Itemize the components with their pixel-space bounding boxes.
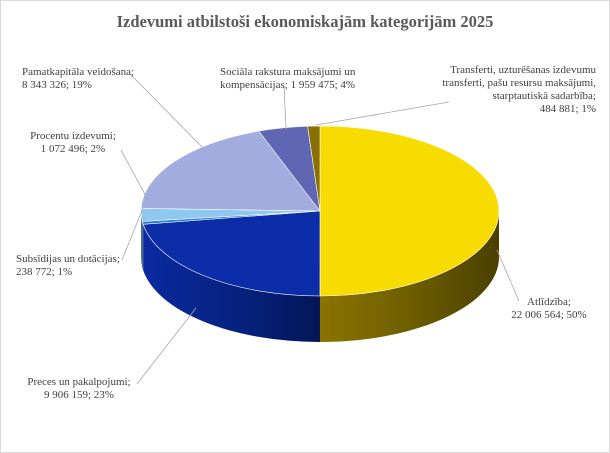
pie-slice-1 [142,210,321,297]
label-transferti: Transferti, uzturēšanas izdevumu transfe… [442,64,596,115]
pie-slices [140,125,500,297]
label-subsidijas: Subsīdijas un dotācijas; 238 772; 1% [16,253,120,278]
pie-slice-6 [307,125,321,212]
pie-sides [141,211,499,342]
pie-slice-0 [319,125,500,297]
label-procentu: Procentu izdevumi; 1 072 496; 2% [30,130,116,155]
pie-side-1 [143,224,320,342]
leader-line-4 [121,207,144,261]
leader-line-5 [136,307,197,385]
pie-side-0 [319,211,499,342]
label-atlidziba: Atlīdzība; 22 006 564; 50% [511,296,587,321]
chart-title: Izdevumi atbilstoši ekonomiskajām katego… [116,12,494,31]
label-pamatkapitala: Pamatkapitāla veidošana; 8 343 326; 19% [22,66,135,91]
leader-line-1 [283,85,287,131]
leader-line-2 [315,101,450,126]
pie-side-3 [141,211,143,268]
pie-side-2 [142,221,144,271]
leader-line-0 [129,73,206,151]
label-preces: Preces un pakalpojumi; 9 906 159; 23% [27,376,131,401]
leader-lines [120,73,520,385]
label-sociala: Sociāla rakstura maksājumi un kompensāci… [220,66,356,91]
leader-line-6 [496,249,520,302]
pie-slice-4 [140,130,321,212]
leader-line-3 [120,149,148,199]
